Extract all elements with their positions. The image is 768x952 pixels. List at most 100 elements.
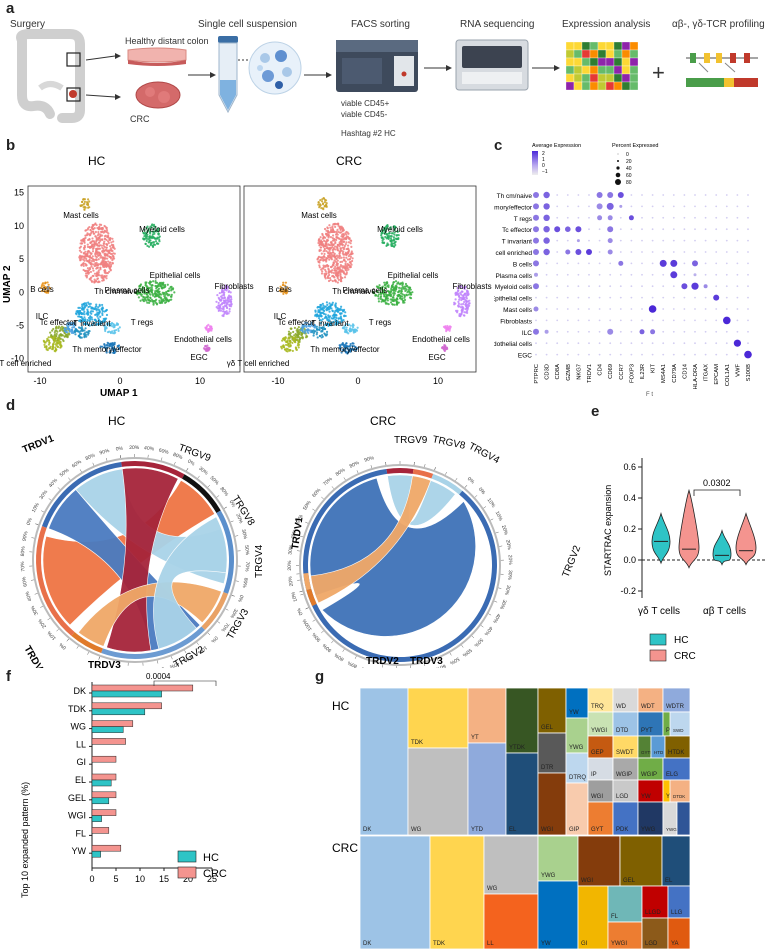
umap-hc-point <box>95 320 98 323</box>
treemap-hc-tile-label: YWGPN <box>666 827 683 832</box>
umap-crc-point <box>352 329 355 332</box>
undefined-pct-label: 10% <box>494 510 504 522</box>
dotplot-dot <box>566 239 569 242</box>
umap-hc-point <box>160 300 163 304</box>
undefined-pct-label: 50% <box>59 467 71 478</box>
undefined-tick <box>76 645 79 649</box>
umap-hc-point <box>109 245 112 248</box>
dotplot-dot <box>715 262 718 265</box>
dotplot-dot <box>662 342 665 345</box>
dotplot-dot <box>641 308 643 310</box>
facs-line-1: viable CD45+ <box>341 99 390 108</box>
umap-hc-point <box>221 294 224 297</box>
umap-hc-point <box>99 320 102 323</box>
plus-sign: + <box>652 60 665 85</box>
umap-crc-point <box>316 336 319 339</box>
umap-hc-point <box>94 280 98 283</box>
heatmap-cell <box>621 49 631 59</box>
umap-hc-point <box>92 258 95 261</box>
umap-crc-point <box>454 291 458 294</box>
umap-hc-point <box>83 200 87 203</box>
umap-hc-point <box>109 331 113 335</box>
dotplot-dot <box>736 194 739 196</box>
dotplot-axis-footer: F t <box>646 392 653 398</box>
legend-pct-dot <box>615 172 621 178</box>
undefined-pct-label: 90% <box>321 642 333 653</box>
umap-hc-point <box>99 263 102 266</box>
umap-crc-point <box>398 286 401 289</box>
dotplot-row-label: Fibroblasts <box>500 318 533 325</box>
dotplot-dot <box>609 353 612 356</box>
umap-crc-point <box>382 241 386 245</box>
umap-hc-point <box>64 330 68 334</box>
legend-avg-tick: 1 <box>542 157 545 163</box>
umap-hc-point <box>105 243 109 247</box>
dotplot-dot <box>533 226 539 233</box>
umap-hc-point <box>89 302 92 305</box>
umap-crc-point <box>335 230 338 233</box>
dotplot-dot <box>704 330 707 333</box>
dotplot-dot <box>704 319 707 322</box>
umap-crc-point <box>345 328 348 331</box>
dotplot-dot <box>575 249 582 255</box>
umap-crc-cluster-label: B cells <box>268 285 292 294</box>
umap-hc-point <box>98 309 101 312</box>
umap-hc-point <box>206 344 209 347</box>
undefined-pct-label: 20% <box>287 560 293 571</box>
bar-pvalue: 0.0004 <box>146 672 171 681</box>
umap-crc-point <box>328 302 331 305</box>
undefined-pct-label: 70% <box>322 476 334 487</box>
umap-hc-point <box>98 311 101 314</box>
umap-hc-point <box>223 296 226 299</box>
umap-crc-point <box>336 268 340 271</box>
umap-hc-point <box>152 280 155 283</box>
umap-crc-point <box>317 309 320 312</box>
dotplot-dot <box>641 273 643 276</box>
umap-hc-point <box>86 267 90 270</box>
umap-hc-point <box>91 274 94 278</box>
umap-hc-point <box>163 283 167 287</box>
umap-crc-point <box>316 313 319 316</box>
umap-crc-point <box>300 333 304 336</box>
dotplot-dot <box>672 228 675 231</box>
dotplot-gene-label: GZMB <box>566 364 572 381</box>
umap-hc-point <box>84 274 87 277</box>
umap-crc-point <box>332 262 335 265</box>
umap-crc-point <box>379 295 383 298</box>
dotplot-dot <box>672 205 675 208</box>
umap-hc-point <box>104 329 107 333</box>
dotplot-gene-label: MS4A1 <box>661 364 667 383</box>
umap-hc-point <box>86 318 89 322</box>
umap-crc-point <box>339 247 342 250</box>
undefined-pct-label: 50% <box>243 545 250 556</box>
umap-crc-point <box>467 292 470 295</box>
umap-hc-point <box>150 286 153 290</box>
umap-hc-point <box>164 298 168 301</box>
umap-hc-point <box>137 296 140 299</box>
umap-crc-point <box>350 263 353 266</box>
umap-crc-point <box>390 289 393 292</box>
undefined-tick <box>68 477 71 481</box>
treemap-hc-tile-label: WDT <box>641 704 655 710</box>
umap-hc-point <box>90 312 93 315</box>
dotplot-dot <box>641 205 643 208</box>
umap-crc-point <box>281 283 285 287</box>
umap-crc-point <box>328 253 331 257</box>
umap-crc-point <box>387 232 390 235</box>
dotplot-dot <box>662 194 665 196</box>
umap-hc-point <box>98 303 101 306</box>
umap-hc-point <box>154 230 158 233</box>
umap-hc-point <box>208 327 211 331</box>
dotplot-dot <box>694 296 696 299</box>
dotplot-dot <box>694 194 696 196</box>
dotplot-dot <box>736 308 739 310</box>
umap-hc-point <box>72 324 75 327</box>
legend-pct-tick: 40 <box>626 166 632 172</box>
undefined-pct-label: 0% <box>466 476 476 486</box>
umap-crc-point <box>396 301 399 305</box>
umap-crc-point <box>382 293 386 296</box>
heatmap-cell <box>581 41 591 51</box>
umap-hc-point <box>95 267 98 270</box>
umap-hc-point <box>88 225 91 229</box>
dotplot-dot <box>545 319 548 322</box>
